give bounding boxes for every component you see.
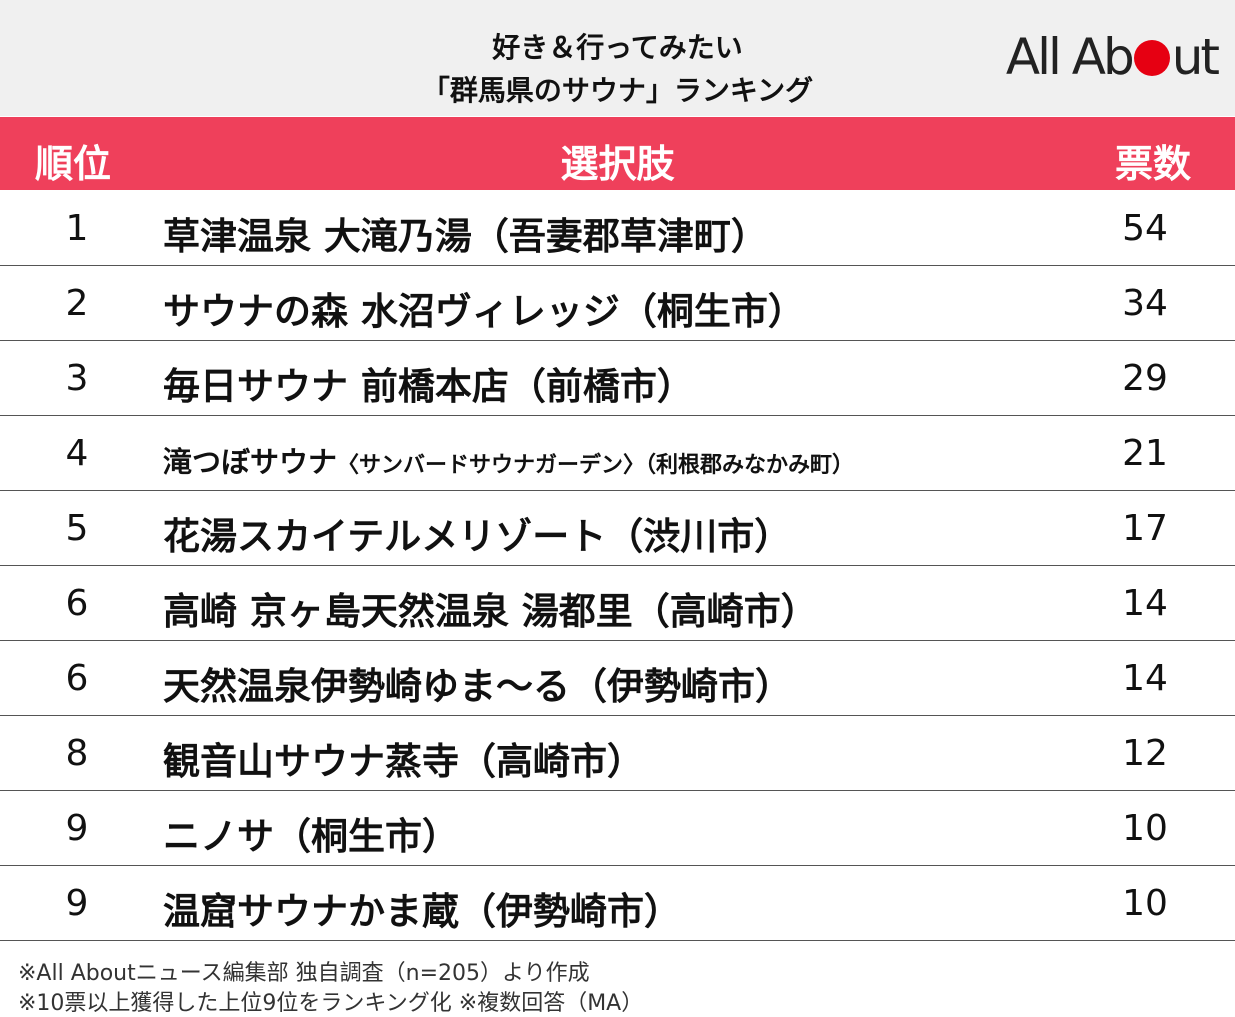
footnote: ※All Aboutニュース編集部 独自調査（n=205）より作成: [18, 961, 590, 986]
rank: 5: [65, 508, 89, 549]
option-name: 天然温泉伊勢崎ゆま～る（伊勢崎市）: [163, 665, 792, 708]
header-band: [0, 0, 1235, 116]
table-row: 6 高崎 京ヶ島天然温泉 湯都里（高崎市） 14: [0, 565, 1235, 641]
rank: 9: [65, 883, 89, 924]
rank: 4: [65, 433, 89, 474]
title-line: 「群馬県のサウナ」ランキング: [421, 74, 814, 107]
rank: 9: [65, 808, 89, 849]
option-name: 温窟サウナかま蔵（伊勢崎市）: [163, 890, 681, 933]
votes: 17: [1122, 508, 1168, 549]
votes: 12: [1122, 733, 1168, 774]
footnote: ※10票以上獲得した上位9位をランキング化 ※複数回答（MA）: [18, 991, 644, 1016]
column-header: 選択肢: [560, 142, 675, 186]
column-header: 順位: [35, 142, 112, 186]
table-row: 2 サウナの森 水沼ヴィレッジ（桐生市） 34: [0, 265, 1235, 341]
table-header: 順位 選択肢 票数: [0, 117, 1235, 190]
votes: 10: [1122, 883, 1168, 924]
votes: 10: [1122, 808, 1168, 849]
option-name: ニノサ（桐生市）: [163, 815, 459, 858]
option-name: 観音山サウナ蒸寺（高崎市）: [163, 740, 644, 783]
votes: 29: [1122, 358, 1168, 399]
table-row: 8 観音山サウナ蒸寺（高崎市） 12: [0, 715, 1235, 791]
table-row: 9 温窟サウナかま蔵（伊勢崎市） 10: [0, 865, 1235, 941]
option-name: 毎日サウナ 前橋本店（前橋市）: [163, 365, 694, 408]
table-row: 1 草津温泉 大滝乃湯（吾妻郡草津町） 54: [0, 190, 1235, 266]
rank: 6: [65, 658, 89, 699]
rank: 2: [65, 283, 89, 324]
rank: 6: [65, 583, 89, 624]
table-row: 4 滝つぼサウナ〈サンバードサウナガーデン〉（利根郡みなかみ町） 21: [0, 415, 1235, 491]
votes: 14: [1122, 658, 1168, 699]
rank: 3: [65, 358, 89, 399]
column-header: 票数: [1115, 142, 1192, 186]
logo: All About: [1005, 28, 1220, 86]
table-row: 3 毎日サウナ 前橋本店（前橋市） 29: [0, 340, 1235, 416]
option-name: サウナの森 水沼ヴィレッジ（桐生市）: [163, 290, 805, 333]
rank: 8: [65, 733, 89, 774]
table-row: 9 ニノサ（桐生市） 10: [0, 790, 1235, 866]
votes: 21: [1122, 433, 1168, 474]
option-name: 花湯スカイテルメリゾート（渋川市）: [163, 515, 792, 558]
rank: 1: [65, 208, 89, 249]
option-note: 〈サンバードサウナガーデン〉（利根郡みなかみ町）: [337, 453, 855, 478]
votes: 34: [1122, 283, 1168, 324]
votes: 14: [1122, 583, 1168, 624]
votes: 54: [1122, 208, 1168, 249]
option-name: 滝つぼサウナ〈サンバードサウナガーデン〉（利根郡みなかみ町）: [163, 445, 855, 479]
title-line: 好き＆行ってみたい: [492, 31, 743, 64]
table-row: 6 天然温泉伊勢崎ゆま～る（伊勢崎市） 14: [0, 640, 1235, 716]
table-row: 5 花湯スカイテルメリゾート（渋川市） 17: [0, 490, 1235, 566]
option-name: 高崎 京ヶ島天然温泉 湯都里（高崎市）: [163, 590, 818, 633]
option-name: 草津温泉 大滝乃湯（吾妻郡草津町）: [163, 215, 768, 258]
